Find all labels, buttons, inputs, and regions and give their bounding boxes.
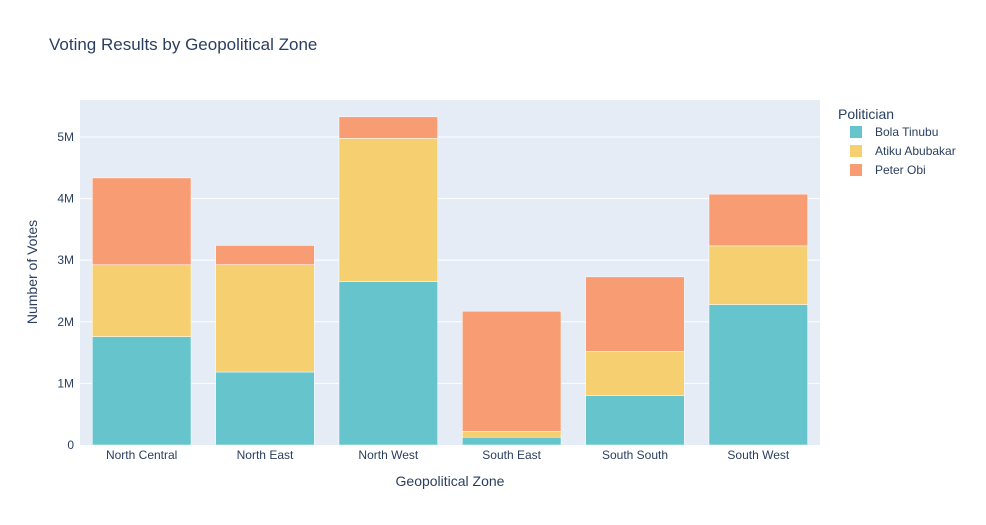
bar-atiku-abubakar-south-west [708,245,808,305]
legend-swatch [850,164,862,176]
bar-atiku-abubakar-south-east [462,431,562,438]
x-tick-label: North West [358,448,418,462]
x-tick-label: North East [237,448,294,462]
y-axis-ticks: 0 1M 2M 3M 4M 5M [57,130,74,452]
bar-peter-obi-south-west [708,193,808,247]
bar-atiku-abubakar-north-east [215,264,315,373]
y-tick-label: 3M [57,253,74,267]
x-tick-label: South East [482,448,541,462]
y-tick-label: 4M [57,192,74,206]
bar-atiku-abubakar-south-south [585,351,685,396]
bar-peter-obi-south-south [585,276,685,352]
bar-peter-obi-north-east [215,245,315,265]
bar-bola-tinubu-north-east [215,371,315,446]
bar-bola-tinubu-south-west [708,304,808,446]
y-tick-label: 2M [57,315,74,329]
bar-atiku-abubakar-north-west [338,138,438,282]
bar-bola-tinubu-north-west [338,281,438,446]
bar-bola-tinubu-south-south [585,395,685,446]
chart-title: Voting Results by Geopolitical Zone [49,35,317,54]
bar-peter-obi-north-central [92,177,192,266]
gridlines [80,136,820,384]
legend-item-label: Atiku Abubakar [875,144,956,158]
bar-bola-tinubu-north-central [92,336,192,446]
bar-peter-obi-north-west [338,116,438,139]
x-tick-label: South South [602,448,668,462]
y-tick-label: 1M [57,376,74,390]
bar-atiku-abubakar-north-central [92,264,192,337]
legend: Politician Bola Tinubu Atiku Abubakar Pete… [838,106,956,177]
legend-swatch [850,145,862,157]
y-tick-label: 0 [67,438,74,452]
x-axis-ticks: North Central North East North West South E… [106,448,790,462]
legend-title: Politician [838,106,894,122]
legend-swatch [850,126,862,138]
legend-item-label: Bola Tinubu [875,125,938,139]
bar-peter-obi-south-east [462,310,562,432]
bar-bola-tinubu-south-east [462,436,562,446]
bars [92,116,808,446]
y-axis-title: Number of Votes [24,220,40,324]
x-axis-title: Geopolitical Zone [396,473,505,489]
x-tick-label: North Central [106,448,177,462]
y-tick-label: 5M [57,130,74,144]
legend-item-label: Peter Obi [875,163,926,177]
plot-area [80,100,820,445]
x-tick-label: South West [727,448,789,462]
